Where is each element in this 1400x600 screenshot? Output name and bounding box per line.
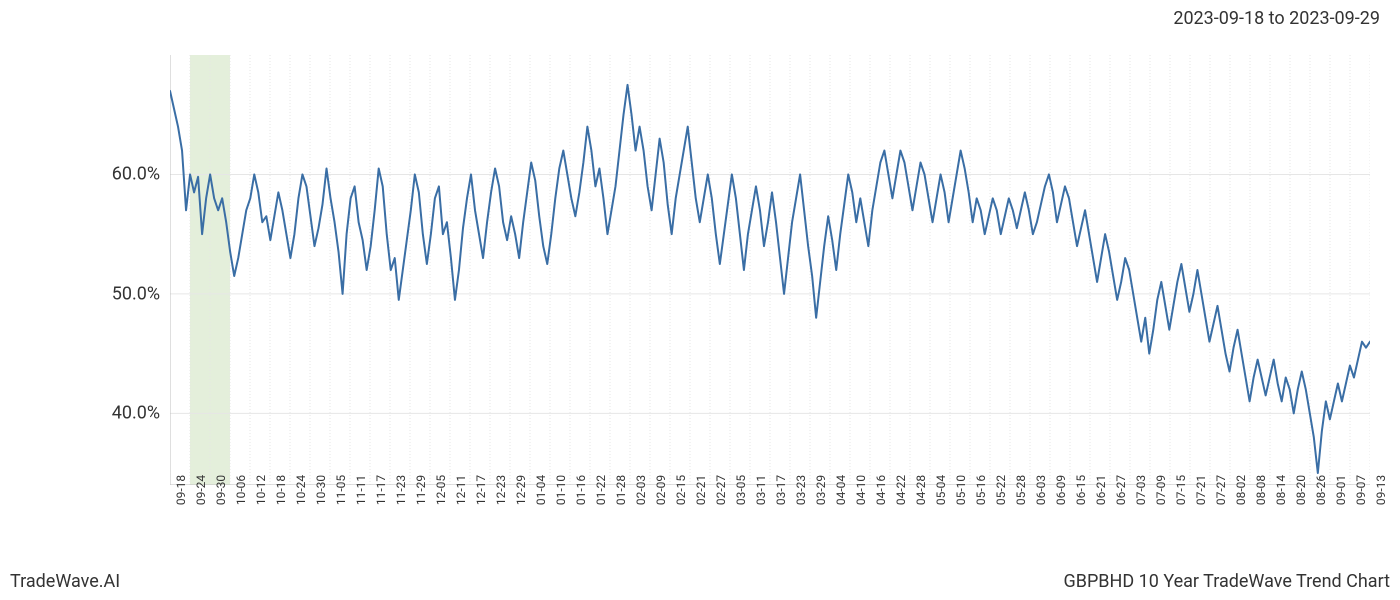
x-tick-label: 03-17 bbox=[774, 475, 788, 505]
x-tick-label: 01-10 bbox=[554, 475, 568, 505]
x-tick-label: 03-23 bbox=[794, 475, 808, 505]
x-tick-label: 07-03 bbox=[1134, 475, 1148, 505]
x-tick-label: 08-14 bbox=[1274, 475, 1288, 505]
x-tick-label: 10-18 bbox=[274, 475, 288, 505]
x-tick-label: 09-07 bbox=[1354, 475, 1368, 505]
x-tick-label: 05-28 bbox=[1014, 475, 1028, 505]
date-range-label: 2023-09-18 to 2023-09-29 bbox=[1173, 8, 1380, 29]
x-tick-label: 12-29 bbox=[514, 475, 528, 505]
chart-title-label: GBPBHD 10 Year TradeWave Trend Chart bbox=[1063, 571, 1390, 592]
x-tick-label: 06-03 bbox=[1034, 475, 1048, 505]
x-tick-label: 01-22 bbox=[594, 475, 608, 505]
x-tick-label: 02-09 bbox=[654, 475, 668, 505]
x-tick-label: 07-15 bbox=[1174, 475, 1188, 505]
y-tick-label: 60.0% bbox=[112, 164, 160, 185]
x-tick-label: 11-05 bbox=[334, 475, 348, 505]
x-tick-label: 09-13 bbox=[1374, 475, 1388, 505]
brand-label: TradeWave.AI bbox=[10, 571, 120, 592]
x-tick-label: 12-05 bbox=[434, 475, 448, 505]
x-tick-label: 02-21 bbox=[694, 475, 708, 505]
x-tick-label: 01-28 bbox=[614, 475, 628, 505]
x-tick-label: 09-01 bbox=[1334, 475, 1348, 505]
x-tick-label: 12-17 bbox=[474, 475, 488, 505]
x-tick-label: 07-21 bbox=[1194, 475, 1208, 505]
x-tick-label: 02-03 bbox=[634, 475, 648, 505]
x-tick-label: 02-15 bbox=[674, 475, 688, 505]
line-chart-svg bbox=[170, 55, 1370, 485]
x-tick-label: 10-24 bbox=[294, 475, 308, 505]
x-tick-label: 01-04 bbox=[534, 475, 548, 505]
x-tick-label: 06-27 bbox=[1114, 475, 1128, 505]
x-tick-label: 11-29 bbox=[414, 475, 428, 505]
x-tick-label: 10-30 bbox=[314, 475, 328, 505]
x-tick-label: 04-22 bbox=[894, 475, 908, 505]
x-tick-label: 06-15 bbox=[1074, 475, 1088, 505]
x-tick-label: 03-05 bbox=[734, 475, 748, 505]
y-tick-label: 40.0% bbox=[112, 403, 160, 424]
y-tick-label: 50.0% bbox=[112, 283, 160, 304]
x-tick-label: 06-21 bbox=[1094, 475, 1108, 505]
x-tick-label: 05-04 bbox=[934, 475, 948, 505]
x-tick-label: 12-23 bbox=[494, 475, 508, 505]
x-tick-label: 11-11 bbox=[354, 475, 368, 505]
chart-container: 2023-09-18 to 2023-09-29 40.0% 50.0% 60.0%… bbox=[0, 0, 1400, 600]
x-tick-label: 11-23 bbox=[394, 475, 408, 505]
x-tick-label: 08-20 bbox=[1294, 475, 1308, 505]
x-tick-label: 05-10 bbox=[954, 475, 968, 505]
x-tick-label: 09-24 bbox=[194, 475, 208, 505]
x-tick-label: 03-11 bbox=[754, 475, 768, 505]
x-tick-label: 07-27 bbox=[1214, 475, 1228, 505]
x-tick-label: 05-22 bbox=[994, 475, 1008, 505]
x-tick-label: 04-16 bbox=[874, 475, 888, 505]
x-tick-label: 02-27 bbox=[714, 475, 728, 505]
x-tick-label: 03-29 bbox=[814, 475, 828, 505]
x-tick-label: 08-02 bbox=[1234, 475, 1248, 505]
x-tick-label: 08-08 bbox=[1254, 475, 1268, 505]
x-tick-label: 06-09 bbox=[1054, 475, 1068, 505]
x-tick-label: 04-10 bbox=[854, 475, 868, 505]
x-tick-label: 10-12 bbox=[254, 475, 268, 505]
plot-area bbox=[170, 55, 1370, 485]
x-tick-label: 10-06 bbox=[234, 475, 248, 505]
x-tick-label: 07-09 bbox=[1154, 475, 1168, 505]
x-tick-label: 12-11 bbox=[454, 475, 468, 505]
x-tick-label: 08-26 bbox=[1314, 475, 1328, 505]
x-tick-label: 09-18 bbox=[174, 475, 188, 505]
x-tick-label: 11-17 bbox=[374, 475, 388, 505]
x-tick-label: 05-16 bbox=[974, 475, 988, 505]
x-tick-label: 04-28 bbox=[914, 475, 928, 505]
x-tick-label: 01-16 bbox=[574, 475, 588, 505]
x-tick-label: 04-04 bbox=[834, 475, 848, 505]
x-tick-label: 09-30 bbox=[214, 475, 228, 505]
